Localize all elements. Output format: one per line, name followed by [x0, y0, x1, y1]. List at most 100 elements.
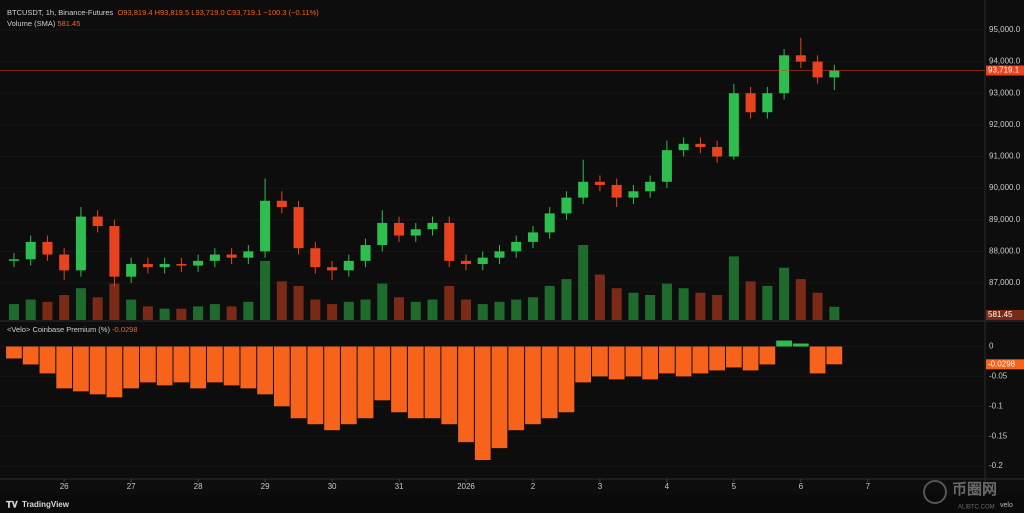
- volume-bar: [812, 292, 823, 320]
- volume-title: Volume (SMA): [7, 19, 56, 28]
- volume-bar: [209, 304, 220, 320]
- premium-value: -0.0298: [112, 325, 138, 334]
- volume-bar: [92, 297, 103, 320]
- brand: TradingView: [22, 500, 70, 509]
- candle-body: [209, 254, 220, 261]
- premium-bar: [407, 346, 424, 419]
- candle-body: [310, 248, 321, 268]
- volume-bar: [494, 301, 505, 320]
- volume-line: Volume (SMA) 581.45: [7, 19, 80, 28]
- volume-bar: [8, 304, 19, 320]
- candle-body: [260, 200, 271, 252]
- premium-line: <Velo> Coinbase Premium (%) -0.0298: [7, 325, 138, 334]
- premium-bar: [257, 346, 273, 395]
- premium-bar: [123, 346, 140, 389]
- premium-bar: [474, 346, 491, 461]
- candle-body: [126, 264, 137, 277]
- premium-bar: [742, 346, 759, 371]
- y-tick-label: -0.05: [989, 372, 1008, 381]
- y-tick-label: 93,000.0: [989, 88, 1021, 97]
- premium-bar: [6, 346, 22, 359]
- volume-bar: [829, 306, 840, 320]
- candle-body: [75, 216, 86, 271]
- candle-body: [661, 150, 672, 182]
- volume-bar: [410, 301, 421, 320]
- y-tick-label: 87,000.0: [989, 278, 1021, 287]
- x-tick-label: 6: [799, 482, 804, 491]
- candle-body: [594, 181, 605, 185]
- premium-bar: [39, 346, 56, 374]
- y-tick-label: -0.1: [989, 401, 1003, 410]
- premium-tag-label: -0.0298: [988, 359, 1016, 368]
- premium-bar: [106, 346, 123, 398]
- y-tick-label: 95,000.0: [989, 25, 1021, 34]
- candle-body: [159, 264, 170, 268]
- candle-body: [109, 226, 120, 277]
- premium-bar: [56, 346, 73, 389]
- x-tick-label: 5: [732, 482, 737, 491]
- premium-bar: [240, 346, 257, 389]
- premium-bar: [525, 346, 541, 425]
- candle-body: [511, 241, 522, 252]
- volume-bar: [243, 301, 254, 320]
- premium-bar: [541, 346, 558, 419]
- last-price-label: 93,719.1: [988, 66, 1020, 75]
- x-tick-label: 31: [395, 482, 404, 491]
- candle-body: [678, 143, 689, 151]
- candle-body: [410, 229, 421, 236]
- candle-body: [544, 213, 555, 233]
- volume-bar: [293, 285, 304, 320]
- volume-bar: [444, 285, 455, 320]
- candle-body: [293, 207, 304, 249]
- symbol-line: BTCUSDT, 1h, Binance-Futures O93,819.4 H…: [7, 8, 319, 17]
- premium-bar: [173, 346, 190, 383]
- candle-body: [8, 259, 19, 261]
- premium-bar: [491, 346, 508, 449]
- y-tick-label: 88,000.0: [989, 246, 1021, 255]
- premium-bar: [424, 346, 441, 419]
- volume-bar: [159, 308, 170, 320]
- volume-bar: [109, 283, 120, 320]
- candle-body: [527, 232, 538, 242]
- x-tick-label: 29: [261, 482, 270, 491]
- volume-bar: [477, 304, 488, 320]
- premium-bar: [357, 346, 374, 419]
- candle-body: [394, 222, 405, 236]
- premium-bar: [508, 346, 525, 431]
- premium-bar: [809, 346, 826, 374]
- y-tick-label: 90,000.0: [989, 183, 1021, 192]
- volume-bar: [678, 288, 689, 320]
- volume-bar: [712, 295, 723, 320]
- premium-bar: [792, 343, 809, 347]
- premium-bar: [826, 346, 843, 365]
- x-tick-label: 4: [665, 482, 670, 491]
- volume-bar: [645, 295, 656, 320]
- y-tick-label: -0.15: [989, 431, 1008, 440]
- candle-body: [327, 267, 338, 271]
- candle-body: [477, 257, 488, 265]
- volume-bar: [377, 283, 388, 320]
- premium-bar: [692, 346, 709, 374]
- volume-bar: [343, 301, 354, 320]
- candle-body: [795, 55, 806, 62]
- volume-tag: [986, 310, 1024, 320]
- volume-bar: [327, 304, 338, 320]
- premium-bar: [592, 346, 608, 377]
- premium-bar: [575, 346, 592, 383]
- volume-bar: [745, 281, 756, 320]
- candle-body: [226, 254, 237, 258]
- premium-bar: [307, 346, 324, 425]
- candle-body: [142, 264, 153, 268]
- premium-bar: [73, 346, 89, 392]
- candle-body: [176, 264, 187, 266]
- candle-body: [360, 245, 371, 261]
- candle-body: [712, 147, 723, 157]
- x-tick-label: 27: [127, 482, 136, 491]
- y-tick-label: 92,000.0: [989, 120, 1021, 129]
- x-tick-label: 7: [866, 482, 871, 491]
- candle-body: [42, 241, 53, 255]
- volume-bar: [427, 299, 438, 320]
- candle-body: [494, 251, 505, 258]
- watermark-sub: ALIBTC.COM: [958, 505, 995, 511]
